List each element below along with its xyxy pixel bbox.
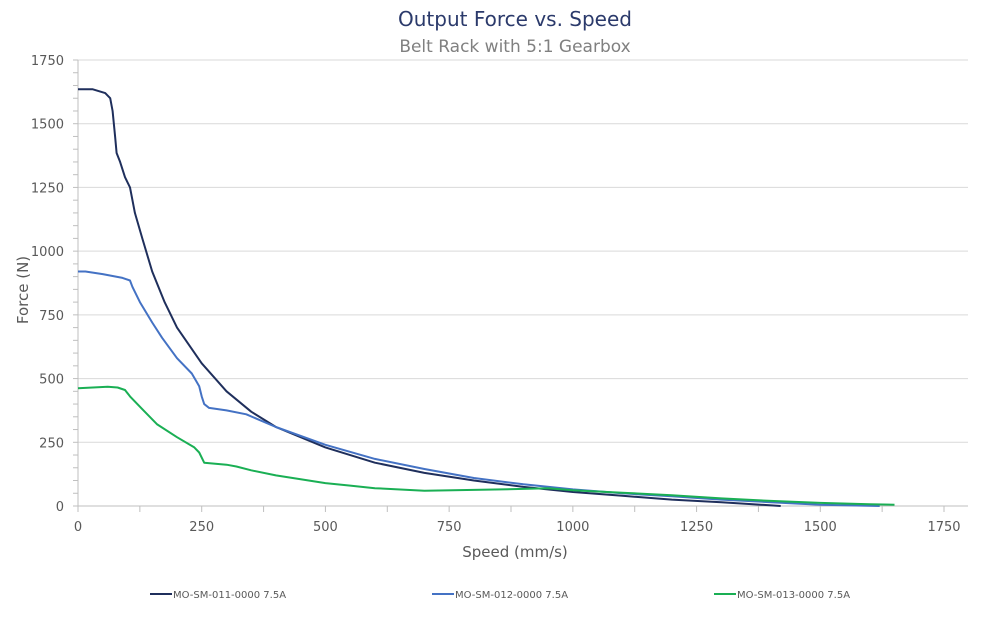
y-tick-label: 1250 [31,181,64,196]
x-tick-label: 1500 [804,520,837,535]
chart-subtitle: Belt Rack with 5:1 Gearbox [399,37,630,57]
chart-title: Output Force vs. Speed [398,7,632,31]
y-tick-label: 250 [39,436,64,451]
y-tick-label: 1750 [31,54,64,69]
x-tick-label: 0 [74,520,82,535]
y-tick-label: 1500 [31,118,64,133]
legend-label-2: MO-SM-012-0000 7.5A [455,590,568,601]
x-tick-label: 1750 [927,520,960,535]
legend-label-1: MO-SM-011-0000 7.5A [173,590,286,601]
x-tick-label: 500 [313,520,338,535]
series-line-2 [78,270,880,507]
y-tick-label: 1000 [31,245,64,260]
legend-label-3: MO-SM-013-0000 7.5A [737,590,850,601]
y-tick-label: 500 [39,373,64,388]
y-axis-label: Force (N) [14,256,32,324]
series-line-3 [77,385,895,506]
series-line-1 [78,88,781,507]
x-tick-label: 750 [437,520,462,535]
x-tick-label: 1000 [556,520,589,535]
y-tick-label: 750 [39,309,64,324]
y-tick-label: 0 [56,500,64,515]
x-axis-label: Speed (mm/s) [462,543,568,561]
x-tick-label: 250 [189,520,214,535]
x-tick-label: 1250 [680,520,713,535]
